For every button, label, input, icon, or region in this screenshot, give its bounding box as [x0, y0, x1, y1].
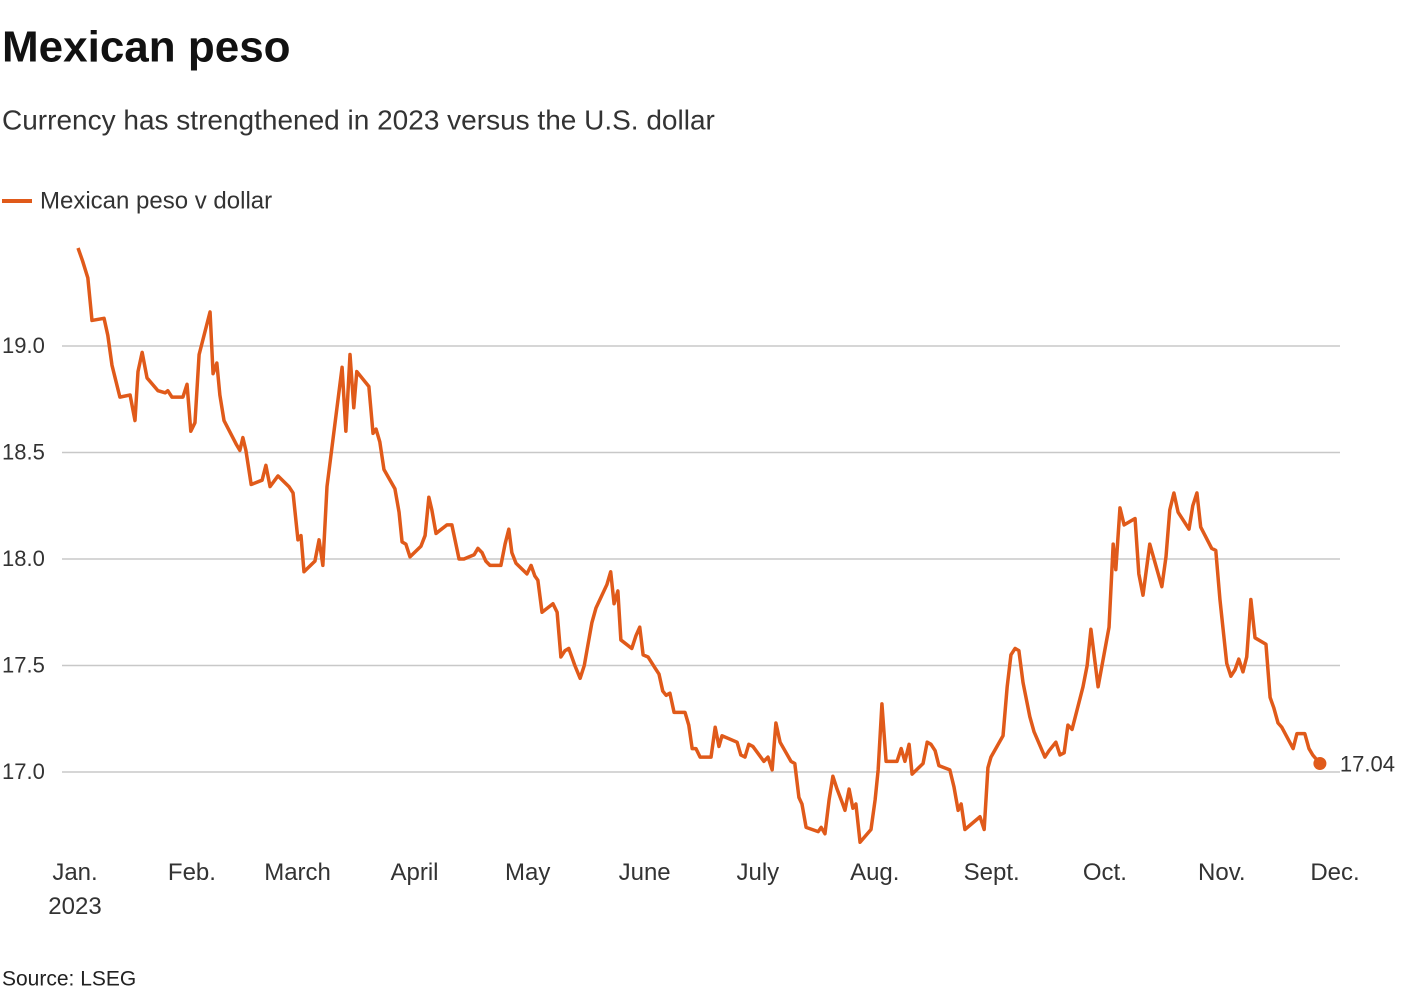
y-tick-label: 18.5 — [2, 439, 45, 464]
legend-label: Mexican peso v dollar — [40, 187, 272, 214]
x-tick-label: March — [264, 859, 331, 886]
x-tick-label: Sept. — [963, 859, 1020, 886]
x-tick-label: July — [736, 859, 780, 886]
y-tick-label: 18.0 — [2, 546, 45, 571]
series-line — [76, 247, 1322, 845]
chart-title: Mexican peso — [2, 23, 291, 72]
x-tick-label: Jan. 2023 — [48, 859, 102, 920]
x-tick-label: Aug. — [850, 859, 900, 886]
source-note: Source: LSEG — [2, 968, 136, 991]
chart-subtitle: Currency has strengthened in 2023 versus… — [2, 104, 715, 135]
end-value-label: 17.04 — [1340, 751, 1395, 776]
y-tick-label: 19.0 — [2, 333, 45, 358]
x-tick-label: April — [390, 859, 439, 886]
x-tick-label: Dec. — [1310, 859, 1360, 886]
y-tick-label: 17.5 — [2, 652, 45, 677]
x-tick-label: Nov. — [1198, 859, 1246, 886]
y-tick-label: 17.0 — [2, 759, 45, 784]
x-tick-label: May — [505, 859, 551, 886]
end-point — [1313, 756, 1327, 770]
x-tick-label: Feb. — [167, 859, 216, 886]
x-tick-label: June — [618, 859, 671, 886]
x-tick-label: Oct. — [1082, 859, 1127, 886]
